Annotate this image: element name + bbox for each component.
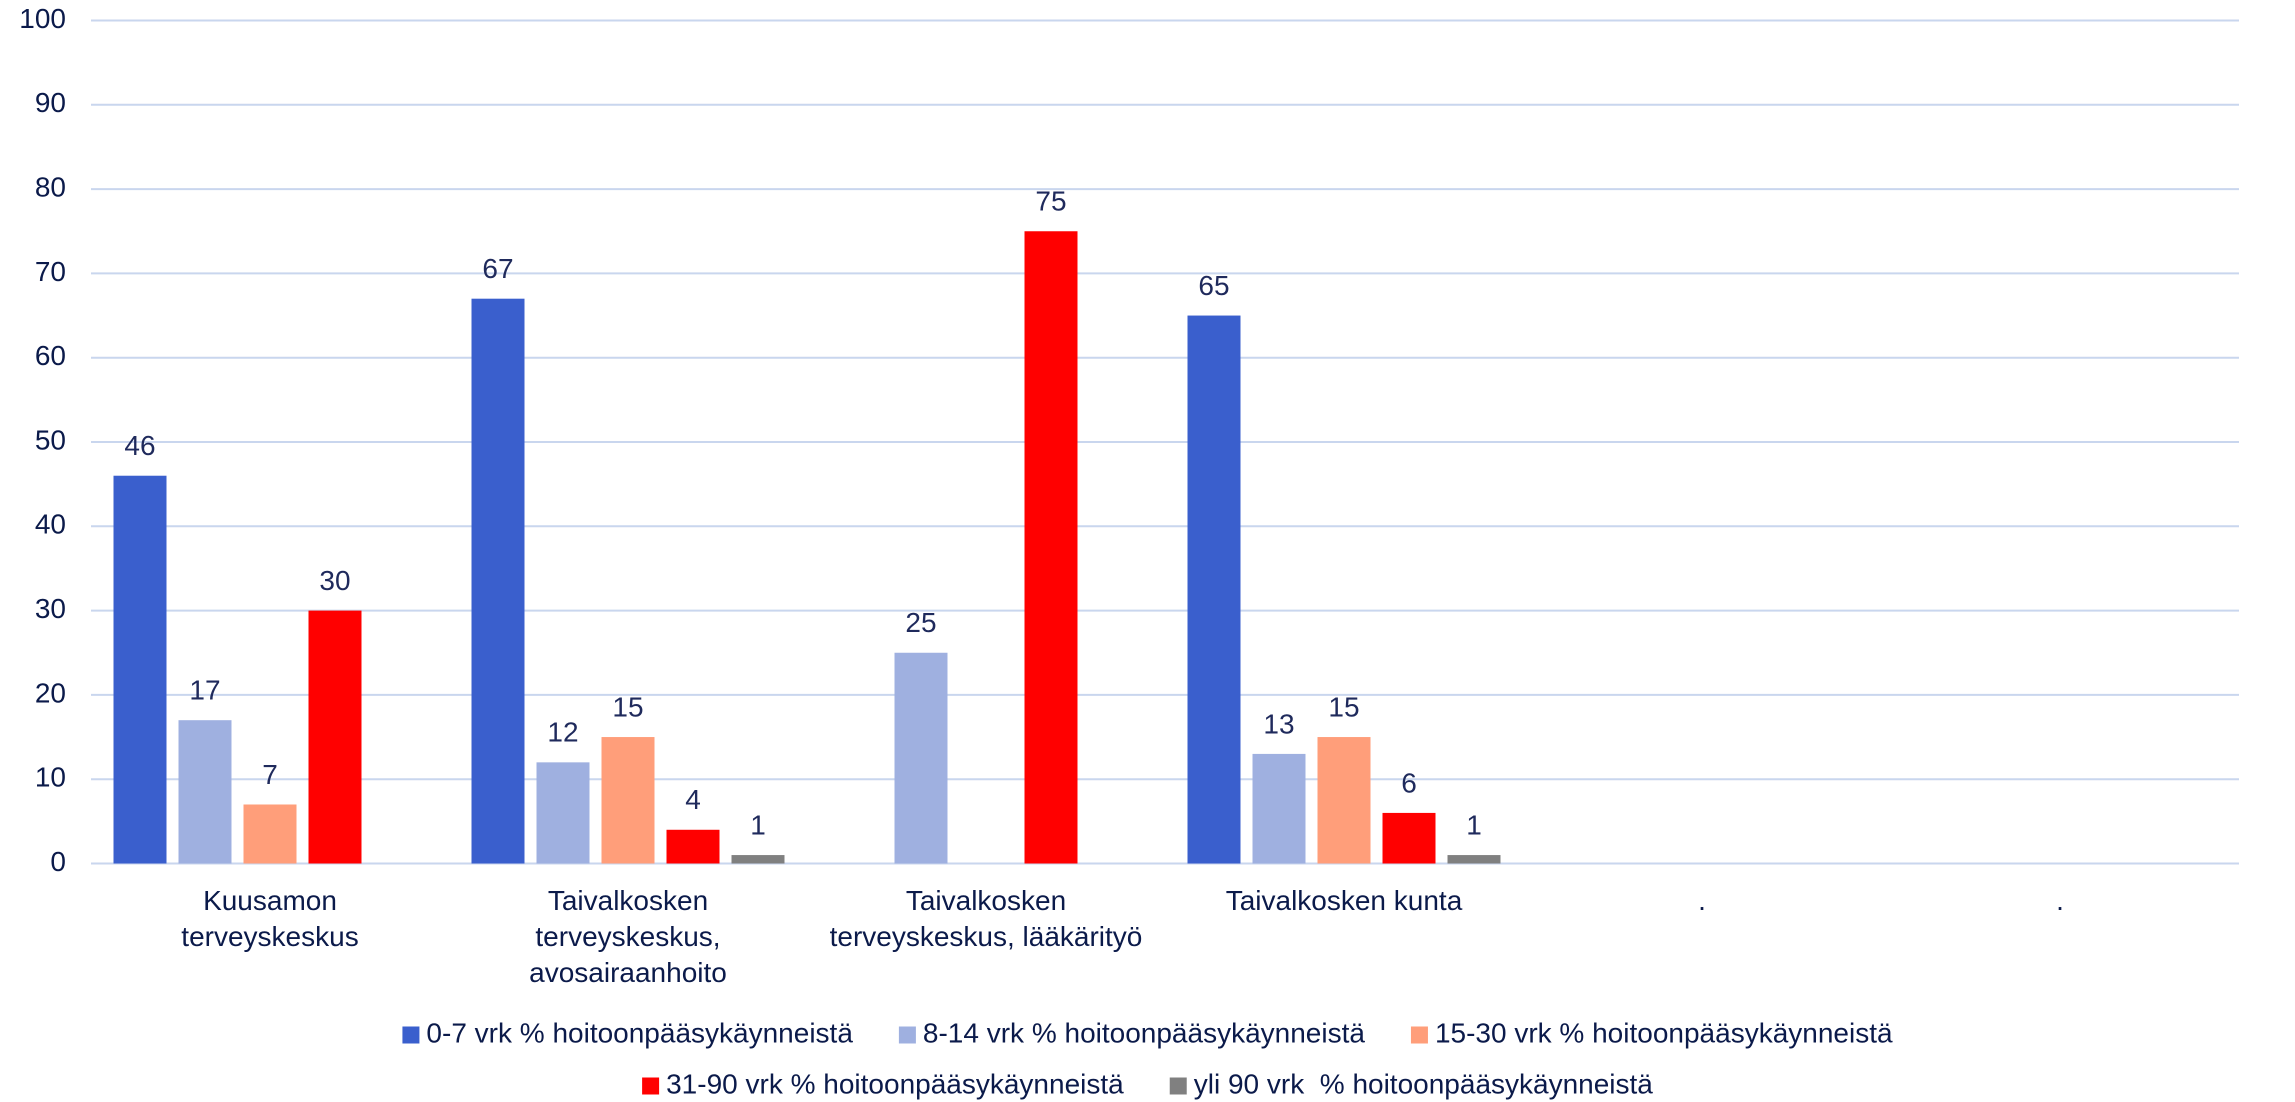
legend-label: 31-90 vrk % hoitoonpääsykäynneistä bbox=[666, 1068, 1124, 1099]
data-label: 15 bbox=[1328, 691, 1359, 722]
legend-label: yli 90 vrk % hoitoonpääsykäynneistä bbox=[1194, 1068, 1654, 1099]
bar bbox=[1447, 855, 1501, 864]
y-tick-label: 90 bbox=[35, 87, 66, 118]
bar bbox=[1187, 315, 1241, 864]
bar bbox=[113, 475, 167, 864]
data-label: 7 bbox=[262, 759, 278, 790]
y-tick-label: 50 bbox=[35, 424, 66, 455]
data-label: 15 bbox=[612, 691, 643, 722]
data-label: 25 bbox=[905, 607, 936, 638]
x-tick-label: Taivalkosken terveyskeskus, lääkärityö bbox=[829, 885, 1143, 952]
legend-label: 15-30 vrk % hoitoonpääsykäynneistä bbox=[1435, 1017, 1893, 1048]
bar bbox=[666, 829, 720, 864]
bar bbox=[178, 720, 232, 864]
y-tick-label: 40 bbox=[35, 509, 66, 540]
bar bbox=[308, 610, 362, 864]
x-tick-label: . bbox=[1698, 885, 1706, 916]
legend-swatch bbox=[1169, 1077, 1187, 1095]
data-label: 13 bbox=[1263, 708, 1294, 739]
bar bbox=[731, 855, 785, 864]
legend-swatch bbox=[402, 1026, 420, 1044]
data-label: 67 bbox=[482, 253, 513, 284]
y-tick-label: 0 bbox=[50, 846, 66, 877]
legend-swatch bbox=[1410, 1026, 1428, 1044]
bar bbox=[601, 737, 655, 864]
bar bbox=[1252, 753, 1306, 864]
bar bbox=[1024, 231, 1078, 864]
bar bbox=[1382, 812, 1436, 864]
legend-swatch bbox=[898, 1026, 916, 1044]
data-label: 65 bbox=[1198, 270, 1229, 301]
x-tick-label: Taivalkosken kunta bbox=[1225, 885, 1463, 916]
data-label: 6 bbox=[1401, 767, 1417, 798]
legend-swatch bbox=[642, 1077, 660, 1095]
bar bbox=[536, 762, 590, 864]
bar bbox=[894, 652, 948, 864]
y-tick-label: 100 bbox=[19, 3, 66, 34]
bar bbox=[1317, 737, 1371, 864]
y-tick-label: 20 bbox=[35, 677, 66, 708]
bar bbox=[243, 804, 297, 864]
data-label: 75 bbox=[1035, 186, 1066, 217]
legend-label: 8-14 vrk % hoitoonpääsykäynneistä bbox=[923, 1017, 1365, 1048]
y-tick-label: 70 bbox=[35, 256, 66, 287]
data-label: 17 bbox=[189, 675, 220, 706]
y-tick-label: 60 bbox=[35, 340, 66, 371]
data-label: 30 bbox=[319, 565, 350, 596]
x-tick-label: . bbox=[2056, 885, 2064, 916]
bar bbox=[471, 298, 525, 864]
y-tick-label: 10 bbox=[35, 762, 66, 793]
y-tick-label: 80 bbox=[35, 171, 66, 202]
y-tick-label: 30 bbox=[35, 593, 66, 624]
legend-label: 0-7 vrk % hoitoonpääsykäynneistä bbox=[426, 1017, 853, 1048]
data-label: 1 bbox=[1466, 809, 1482, 840]
data-label: 46 bbox=[124, 430, 155, 461]
x-tick-label: Kuusamon terveyskeskus bbox=[181, 885, 359, 952]
x-tick-label: Taivalkosken terveyskeskus, avosairaanho… bbox=[529, 885, 727, 988]
data-label: 12 bbox=[547, 717, 578, 748]
data-label: 4 bbox=[685, 784, 701, 815]
data-label: 1 bbox=[750, 809, 766, 840]
